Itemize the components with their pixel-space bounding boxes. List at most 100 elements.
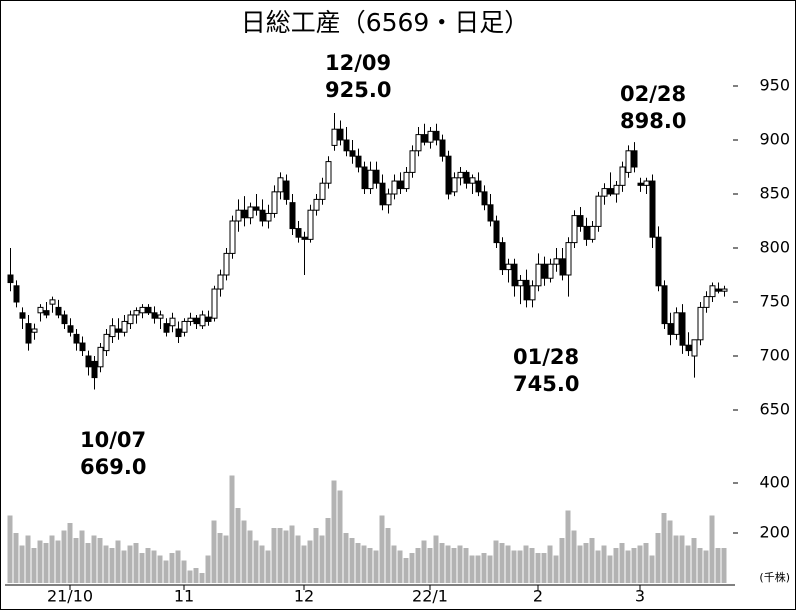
volume-bar xyxy=(571,530,577,583)
candle-body xyxy=(103,333,110,352)
annotation-price: 925.0 xyxy=(325,78,391,102)
volume-bar xyxy=(655,533,661,583)
volume-bar xyxy=(673,535,679,583)
volume-bar xyxy=(517,550,523,583)
volume-bar xyxy=(505,545,511,583)
volume-bar xyxy=(163,560,169,583)
volume-bar xyxy=(541,553,547,583)
candle-body xyxy=(133,310,140,316)
candle-body xyxy=(211,288,218,319)
candle-body xyxy=(439,139,446,157)
candle-body xyxy=(655,236,662,287)
candle-body xyxy=(691,339,698,357)
volume-bar xyxy=(301,545,307,583)
volume-bar xyxy=(181,560,187,583)
volume-bar xyxy=(553,555,559,583)
candle-body xyxy=(379,182,386,206)
candle-body xyxy=(349,150,356,157)
volume-bar xyxy=(427,548,433,583)
volume-bar xyxy=(529,548,535,583)
volume-bar xyxy=(97,538,103,583)
volume-bar xyxy=(271,528,277,583)
volume-bar xyxy=(103,545,109,583)
volume-bar xyxy=(607,555,613,583)
candle-body xyxy=(481,191,488,206)
volume-bar xyxy=(373,550,379,583)
candle-body xyxy=(673,312,680,335)
candle-body xyxy=(493,220,500,244)
candle-body xyxy=(163,323,170,333)
candle-body xyxy=(631,150,638,168)
volume-bar xyxy=(307,540,313,583)
volume-bar xyxy=(241,520,247,583)
volume-bar xyxy=(559,538,565,583)
candle-body xyxy=(385,193,392,206)
candle-body xyxy=(115,328,122,333)
volume-bar xyxy=(487,555,493,583)
candle-body xyxy=(295,228,302,238)
y-tick-label: 700 xyxy=(759,346,790,365)
candle-body xyxy=(73,333,80,344)
volume-bar xyxy=(583,543,589,583)
candle-body xyxy=(403,171,410,190)
candle-body xyxy=(121,320,128,333)
volume-bar xyxy=(613,548,619,583)
candle-body xyxy=(571,215,578,244)
volume-bar xyxy=(463,548,469,583)
volume-bar xyxy=(547,545,553,583)
candle-body xyxy=(457,171,464,179)
volume-bar xyxy=(31,548,37,583)
volume-bar xyxy=(691,538,697,583)
volume-bar xyxy=(235,508,241,583)
volume-bar xyxy=(589,538,595,583)
volume-bar xyxy=(403,558,409,583)
x-tick-label: 11 xyxy=(174,587,194,606)
candle-body xyxy=(451,177,458,193)
volume-bar xyxy=(61,530,67,583)
candle-body xyxy=(235,209,242,222)
candle-body xyxy=(241,209,248,219)
volume-bar xyxy=(25,535,31,583)
candle-body xyxy=(505,263,512,271)
annotation-price: 669.0 xyxy=(80,455,146,479)
candle-body xyxy=(721,288,728,292)
volume-bar xyxy=(49,535,55,583)
volume-bar xyxy=(169,553,175,583)
volume-bar xyxy=(661,513,667,583)
candle-body xyxy=(301,236,308,240)
volume-bar xyxy=(415,548,421,583)
volume-bar xyxy=(595,550,601,583)
x-tick-label: 2 xyxy=(533,587,543,606)
volume-bar xyxy=(523,545,529,583)
volume-bar xyxy=(367,548,373,583)
candle-body xyxy=(715,288,722,292)
chart-title: 日総工産（6569・日足） xyxy=(241,8,530,37)
candle-body xyxy=(325,161,332,184)
candle-body xyxy=(19,312,26,319)
candle-body xyxy=(139,306,146,314)
volume-bar xyxy=(67,523,73,583)
volume-bar xyxy=(247,530,253,583)
volume-bar xyxy=(565,510,571,583)
volume-bar xyxy=(133,543,139,583)
volume-bar xyxy=(7,515,13,583)
volume-bar xyxy=(73,538,79,583)
volume-tick-label: 200 xyxy=(759,523,790,542)
annotation-date: 02/28 xyxy=(620,82,686,106)
candle-body xyxy=(319,182,326,200)
volume-bar xyxy=(679,535,685,583)
candle-body xyxy=(589,225,596,240)
candle-body xyxy=(205,316,212,322)
candle-body xyxy=(247,206,254,219)
volume-bar xyxy=(667,520,673,583)
candle-body xyxy=(43,310,50,316)
candle-body xyxy=(31,328,38,333)
y-tick-label: 750 xyxy=(759,292,790,311)
volume-bar xyxy=(295,535,301,583)
candle-body xyxy=(151,312,158,319)
volume-bar xyxy=(631,548,637,583)
candle-body xyxy=(643,180,650,186)
volume-bar xyxy=(697,548,703,583)
candle-body xyxy=(373,169,380,184)
